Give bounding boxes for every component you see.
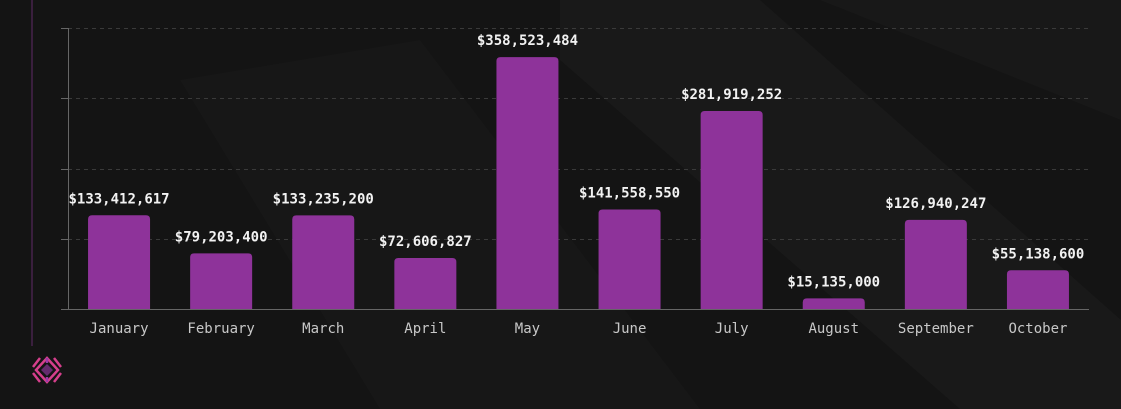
bar-october: [1006, 270, 1069, 309]
x-tick-label: February: [187, 321, 254, 337]
bar-september: [904, 219, 967, 309]
bar-july: [700, 110, 763, 310]
data-label: $72,606,827: [379, 234, 472, 250]
data-label: $126,940,247: [885, 196, 986, 212]
x-tick-label: January: [90, 321, 149, 337]
bar-august: [802, 298, 865, 309]
data-label: $15,135,000: [787, 274, 880, 290]
data-label: $141,558,550: [579, 186, 680, 202]
data-label: $55,138,600: [992, 246, 1085, 262]
x-tick-label: March: [302, 321, 344, 337]
data-label: $79,203,400: [175, 229, 268, 245]
bar-march: [292, 215, 355, 309]
x-tick-label: July: [715, 321, 749, 337]
data-label: $358,523,484: [477, 33, 578, 49]
x-tick-label: April: [404, 321, 446, 337]
bar-april: [394, 257, 457, 309]
bar-may: [496, 57, 559, 309]
x-tick-label: September: [898, 321, 974, 337]
bar-february: [190, 253, 253, 309]
bar-january: [88, 215, 151, 309]
bar-june: [598, 209, 661, 309]
data-label: $133,235,200: [273, 191, 374, 207]
x-tick-label: May: [515, 321, 540, 337]
x-tick-label: August: [808, 321, 859, 337]
data-label: $281,919,252: [681, 87, 782, 103]
side-accent-line: [31, 0, 33, 346]
brand-logo-icon: [32, 356, 62, 384]
data-label: $133,412,617: [68, 191, 169, 207]
x-tick-label: June: [613, 321, 647, 337]
x-tick-label: October: [1008, 321, 1067, 337]
